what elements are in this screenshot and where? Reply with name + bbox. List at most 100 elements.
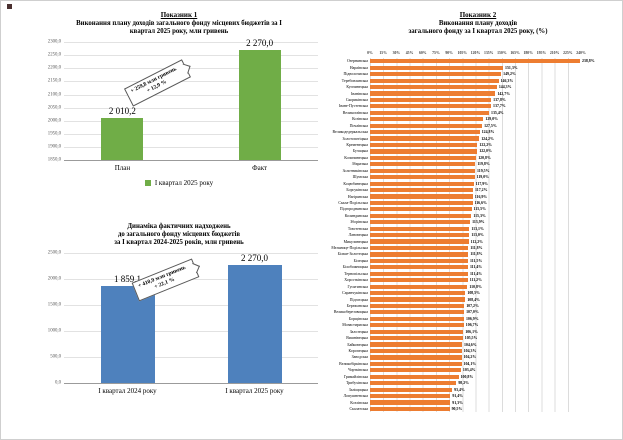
x-axis-tick: 225% bbox=[563, 51, 573, 56]
table-row: Підволочиська 149,2% bbox=[344, 71, 581, 77]
hromada-bar bbox=[370, 361, 462, 366]
hromada-label: Іванівська bbox=[351, 91, 368, 96]
chart-plan-vs-fact-2025: Показник 1 Виконання плану доходів загал… bbox=[36, 11, 322, 187]
hromada-label: Зборівська bbox=[350, 220, 368, 225]
hromada-bar bbox=[370, 342, 462, 347]
chart3-x-axis: 0% 15% 30% 45% 60% 75% 90% 105% 120% 135% 150% 165%… bbox=[367, 51, 586, 58]
hromada-value: 137,7% bbox=[493, 104, 506, 109]
hromada-label: Бучацька bbox=[352, 149, 368, 154]
hromada-label: Підволочиська bbox=[343, 72, 368, 77]
hromada-value: 113,0% bbox=[471, 233, 484, 238]
hromada-bar bbox=[370, 400, 451, 405]
y-axis-tick: 2200,0 bbox=[47, 65, 61, 71]
hromada-bar bbox=[370, 194, 473, 199]
hromada-bar bbox=[370, 181, 474, 186]
hromada-value: 90,5% bbox=[451, 406, 463, 411]
bar-value-label: 2 270,0 bbox=[241, 253, 268, 264]
x-axis-tick: 150% bbox=[497, 51, 507, 56]
hromada-label: Хоростківська bbox=[344, 278, 368, 283]
gridline bbox=[64, 42, 318, 44]
hromada-bar bbox=[370, 336, 463, 341]
bar-Факт: 2 270,0 bbox=[238, 38, 281, 161]
hromada-bar bbox=[370, 387, 453, 392]
hromada-label: Підгороднянська bbox=[339, 207, 368, 212]
table-row: Гримайлівська 100,8% bbox=[344, 374, 581, 380]
x-axis-tick: 45% bbox=[405, 51, 414, 56]
hromada-label: Скориківська bbox=[345, 97, 368, 102]
table-row: Товстенська 113,1% bbox=[348, 226, 581, 232]
x-axis-tick: 30% bbox=[392, 51, 401, 56]
table-row: Великобірківська 104,1% bbox=[339, 361, 581, 367]
hromada-value: 119,5% bbox=[477, 168, 490, 173]
hromada-label: Чортківська bbox=[348, 368, 368, 373]
y-axis-tick: 2500,0 bbox=[47, 250, 61, 256]
y-axis-tick: 2150,0 bbox=[47, 78, 61, 84]
table-row: Лановецька 113,0% bbox=[349, 232, 581, 238]
table-row: Великодедеркальська 124,8% bbox=[332, 129, 581, 135]
hromada-value: 111,8% bbox=[470, 246, 483, 251]
hromada-value: 116,6% bbox=[474, 200, 487, 205]
hromada-bar bbox=[370, 155, 477, 160]
gridline bbox=[64, 357, 318, 359]
table-row: Борщівська 106,9% bbox=[349, 316, 581, 322]
x-category-label: І квартал 2025 року bbox=[225, 387, 284, 396]
x-axis-tick: 60% bbox=[418, 51, 427, 56]
table-row: Бережанська 107,2% bbox=[347, 303, 581, 309]
hromada-bar bbox=[370, 123, 483, 128]
table-row: Бучацька 122,0% bbox=[353, 148, 581, 154]
gridline bbox=[64, 68, 318, 70]
x-axis-tick: 135% bbox=[483, 51, 494, 56]
x-axis-tick: 240% bbox=[576, 51, 586, 56]
table-row: Золотниківська 119,5% bbox=[343, 168, 581, 174]
hromada-bar bbox=[370, 220, 471, 225]
y-axis-tick: 1950,0 bbox=[47, 131, 61, 137]
hromada-bar bbox=[370, 252, 469, 257]
table-row: Білобожницька 111,4% bbox=[343, 264, 581, 270]
hromada-bar bbox=[370, 200, 473, 206]
hromada-bar bbox=[370, 142, 478, 148]
hromada-label: Великодедеркальська bbox=[332, 130, 368, 135]
hromada-value: 144,3% bbox=[498, 85, 512, 90]
hromada-bar bbox=[370, 65, 504, 70]
y-axis-tick: 0,0 bbox=[55, 380, 61, 386]
hromada-value: 111,5% bbox=[470, 258, 483, 263]
table-row: Чортківська 103,4% bbox=[348, 367, 581, 373]
hromada-value: 122,0% bbox=[479, 149, 492, 154]
gridline bbox=[64, 94, 318, 96]
hromada-label: Почаївська bbox=[349, 123, 368, 128]
hromada-bar bbox=[370, 374, 459, 379]
gridline bbox=[64, 55, 318, 57]
hromada-value: 127,5% bbox=[484, 123, 497, 128]
hromada-bar bbox=[370, 117, 484, 122]
hromada-bar bbox=[370, 149, 478, 154]
hromada-value: 113,1% bbox=[471, 226, 484, 231]
hromada-value: 111,8% bbox=[470, 252, 483, 257]
hromada-label: Скала-Подільська bbox=[338, 200, 368, 205]
hromada-bar bbox=[370, 348, 462, 354]
table-row: Заліщицька 93,4% bbox=[349, 386, 581, 392]
y-axis-tick: 1900,0 bbox=[47, 144, 61, 150]
increase-annotation: + 410,9 млн гривень + 22,1 % bbox=[131, 258, 200, 302]
hromada-label: Коропецька bbox=[348, 349, 368, 354]
hromada-label: Козлівська bbox=[350, 400, 368, 405]
chart-title-line: за І квартал 2024-2025 років, млн гривен… bbox=[114, 239, 244, 247]
hromada-value: 116,9% bbox=[474, 194, 488, 199]
hromada-bar bbox=[370, 323, 464, 328]
table-row: Великоберезовицька 107,0% bbox=[334, 309, 581, 315]
increase-annotation: + 259,8 млн гривень + 12,9 % bbox=[123, 59, 191, 107]
y-axis-tick: 1000,0 bbox=[47, 328, 61, 334]
table-row: Почаївська 127,5% bbox=[350, 123, 581, 129]
hromada-bar bbox=[370, 59, 580, 64]
chart-title-line: квартал 2025 року, млн гривень bbox=[129, 28, 229, 36]
table-row: Коропецька 104,3% bbox=[349, 348, 581, 354]
chart-title-line: Виконання плану доходів bbox=[438, 20, 518, 28]
hromada-value: 104,2% bbox=[463, 355, 477, 360]
hromada-bar bbox=[370, 130, 480, 135]
chart1-plot-area: 2300,0 2250,0 2200,0 2150,0 2100,0 2050,0 2000… bbox=[48, 38, 318, 172]
hromada-label: Монастириська bbox=[342, 323, 368, 328]
hromada-bar bbox=[370, 168, 476, 173]
table-row: Тернопільська 111,4% bbox=[344, 271, 581, 277]
hromada-label: Більче-Золотецька bbox=[337, 252, 368, 257]
y-axis-tick: 2050,0 bbox=[47, 105, 61, 111]
hromada-bar bbox=[370, 284, 468, 289]
